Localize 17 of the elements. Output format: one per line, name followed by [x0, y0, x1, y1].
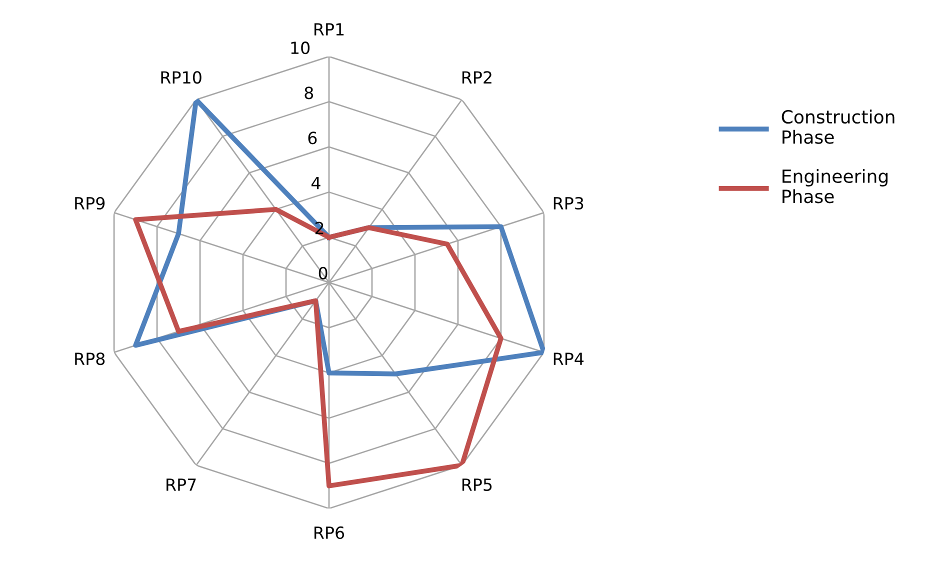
spoke-label: RP4: [554, 352, 584, 365]
spoke-label: RP9: [75, 196, 105, 210]
spoke-label: RP8: [75, 352, 105, 366]
spoke-label: RP2: [462, 71, 492, 84]
y-tick-label: 4: [312, 176, 320, 190]
legend-label: Construction Phase: [782, 110, 894, 144]
spoke-label: RP7: [166, 478, 196, 491]
y-tick-label: 0: [318, 266, 328, 280]
legend-label: Engineering Phase: [782, 169, 888, 204]
spoke-label: RP10: [161, 71, 202, 84]
y-tick-label: 6: [308, 132, 317, 144]
spoke-label: RP3: [554, 196, 584, 210]
spoke-label: RP6: [314, 526, 344, 540]
spoke-label: RP1: [314, 23, 344, 36]
y-tick-label: 8: [304, 86, 314, 100]
spoke-label: RP5: [462, 478, 492, 491]
y-tick-label: 10: [291, 42, 310, 54]
